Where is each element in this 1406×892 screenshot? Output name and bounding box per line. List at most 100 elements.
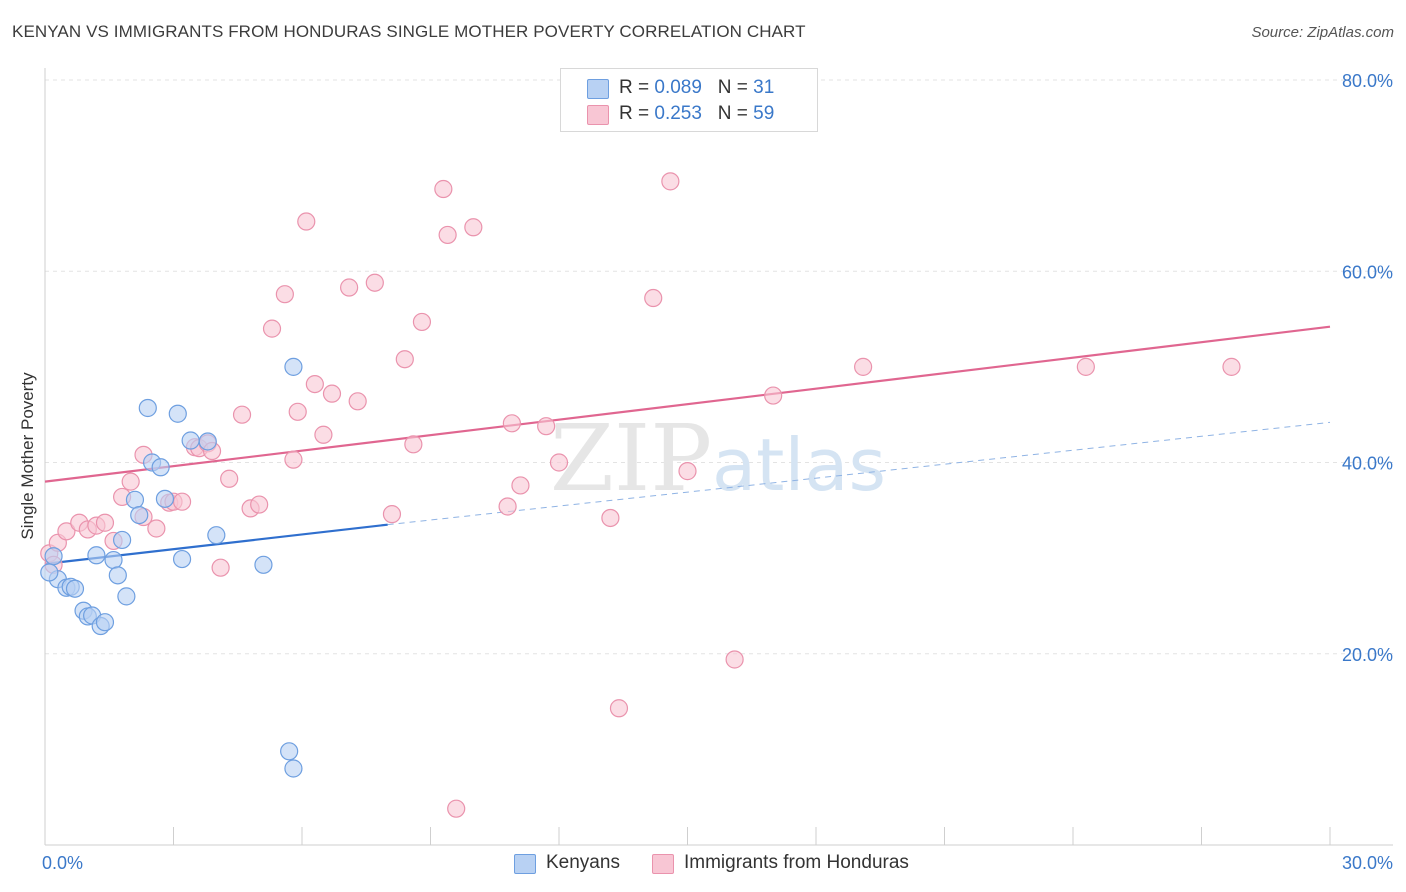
kenyans-swatch [587, 79, 609, 99]
honduras-point [211, 558, 230, 577]
r-value: 0.089 [654, 77, 702, 98]
honduras-point [340, 278, 359, 297]
x-tick-label: 0.0% [42, 853, 83, 873]
kenyans-point [151, 458, 170, 477]
honduras-point [502, 414, 521, 433]
axes [44, 68, 1393, 846]
kenyans-point [254, 555, 273, 574]
watermark: ZIP atlas [550, 405, 886, 512]
honduras-point [147, 519, 166, 538]
r-label: R = [619, 103, 655, 124]
kenyans-point [172, 549, 192, 569]
n-label: N = [717, 103, 754, 124]
honduras-point [262, 319, 282, 338]
kenyans-trend-extension [387, 421, 1331, 526]
y-tick-label: 20.0% [1342, 645, 1393, 665]
kenyans-point [117, 587, 136, 606]
kenyans-point [138, 398, 157, 418]
honduras-point [601, 508, 620, 528]
honduras-point [412, 312, 432, 332]
kenyans-legend-swatch [514, 854, 536, 874]
n-label: N = [717, 77, 754, 98]
n-value: 59 [753, 103, 775, 124]
honduras-point [498, 497, 517, 516]
kenyans-point [44, 547, 63, 566]
source-label: Source: ZipAtlas.com [1251, 24, 1394, 41]
honduras-point [365, 273, 384, 292]
honduras-point [348, 392, 367, 411]
honduras-point [314, 425, 333, 444]
honduras-point [434, 179, 453, 199]
honduras-trend-line [44, 325, 1331, 483]
honduras-point [232, 405, 252, 424]
kenyans-point [87, 546, 106, 565]
honduras-point [678, 462, 697, 481]
honduras-point [57, 522, 76, 541]
honduras-point [447, 799, 466, 818]
x-tick-label: 30.0% [1342, 853, 1393, 873]
honduras-point [537, 417, 556, 436]
n-value: 31 [753, 77, 775, 98]
tick-labels: 20.0% 40.0% 60.0% 80.0% 0.0% 30.0% [42, 71, 1393, 873]
honduras-swatch [587, 105, 609, 125]
kenyans-point [65, 579, 85, 598]
kenyans-point [280, 742, 299, 761]
kenyans-point [168, 404, 187, 423]
honduras-point [404, 435, 423, 454]
kenyans-point [112, 530, 132, 550]
honduras-point [464, 218, 483, 237]
honduras-legend-swatch [652, 854, 674, 874]
honduras-point [764, 386, 783, 405]
honduras-point [95, 513, 115, 532]
kenyans-point [155, 489, 175, 508]
kenyans-point [95, 613, 115, 632]
honduras-point [322, 384, 342, 403]
r-value: 0.253 [654, 103, 702, 124]
honduras-point [854, 357, 873, 376]
kenyans-point [181, 431, 200, 450]
honduras-point [438, 225, 457, 245]
honduras-point [382, 505, 402, 524]
honduras-point [644, 288, 663, 308]
kenyans-legend-label: Kenyans [546, 852, 620, 873]
kenyans-point [104, 550, 123, 570]
honduras-point [305, 374, 324, 394]
y-tick-label: 80.0% [1342, 71, 1393, 91]
honduras-legend-label: Immigrants from Honduras [684, 852, 909, 873]
kenyans-point [108, 566, 127, 585]
watermark-atlas: atlas [712, 423, 886, 507]
y-tick-label: 40.0% [1342, 454, 1393, 474]
honduras-point [250, 495, 269, 514]
y-tick-label: 60.0% [1342, 262, 1393, 282]
kenyans-point [284, 759, 303, 778]
honduras-point [1076, 357, 1095, 376]
honduras-point [1222, 357, 1241, 376]
honduras-point [220, 469, 239, 488]
honduras-point [297, 212, 316, 231]
r-label: R = [619, 77, 655, 98]
kenyans-point [125, 490, 145, 509]
kenyans-point [40, 563, 59, 582]
honduras-point [275, 285, 294, 304]
honduras-point [121, 472, 140, 491]
grid-lines [45, 79, 1393, 655]
stats-legend: R = 0.089 N = 31 R = 0.253 N = 59 [560, 68, 818, 132]
data-points [40, 172, 1241, 818]
honduras-point [725, 650, 744, 669]
y-axis-label: Single Mother Poverty [18, 372, 37, 540]
honduras-point [288, 402, 307, 421]
honduras-point [395, 350, 414, 369]
honduras-point [609, 699, 629, 718]
honduras-point [661, 172, 680, 191]
chart-title: KENYAN VS IMMIGRANTS FROM HONDURAS SINGL… [12, 22, 806, 41]
watermark-zip: ZIP [550, 405, 712, 512]
kenyans-point [198, 432, 217, 451]
kenyans-point [130, 505, 149, 525]
kenyans-point [207, 526, 226, 545]
kenyans-point [284, 357, 303, 376]
honduras-point [549, 453, 569, 472]
honduras-point [284, 450, 303, 469]
honduras-point [511, 476, 530, 495]
honduras-point [172, 492, 192, 511]
